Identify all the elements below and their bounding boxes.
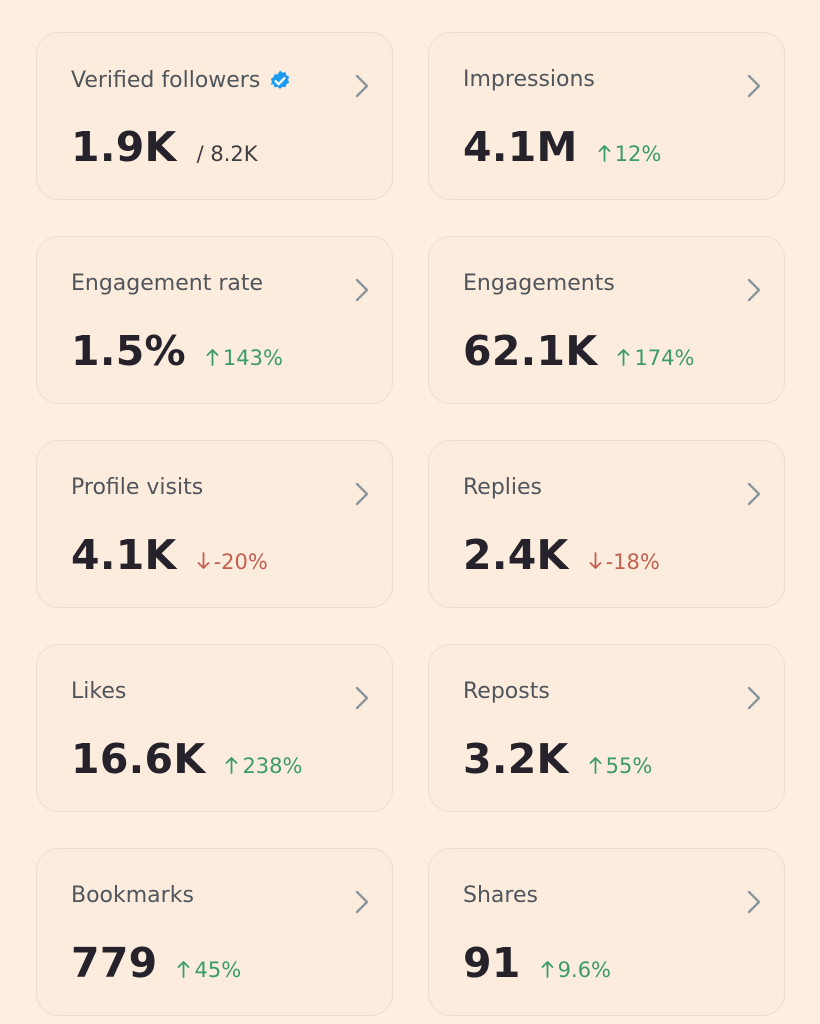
metric-change-value: -18% [605, 550, 660, 574]
metric-label: Replies [463, 475, 543, 500]
metric-total: / 8.2K [196, 142, 258, 166]
arrow-up-icon [226, 757, 238, 774]
metric-change-value: 9.6% [557, 958, 612, 982]
metric-change-value: 238% [242, 754, 303, 778]
chevron-right-icon[interactable] [354, 277, 370, 303]
metric-label: Reposts [463, 679, 550, 704]
metric-change: 9.6% [541, 959, 611, 981]
arrow-up-icon [178, 961, 190, 978]
metric-card-replies[interactable]: Replies 2.4K -18% [428, 440, 785, 608]
arrow-up-icon [541, 961, 554, 978]
metric-change: 45% [177, 959, 241, 981]
metric-label: Engagements [463, 271, 615, 296]
chevron-right-icon[interactable] [354, 685, 370, 711]
metric-value: 3.2K [463, 735, 569, 783]
metric-value-row: 4.1K -20% [71, 535, 268, 576]
metric-value-row: 4.1M 12% [463, 127, 661, 168]
metric-card-bookmarks[interactable]: Bookmarks 779 45% [36, 848, 393, 1016]
metric-card-engagement-rate[interactable]: Engagement rate 1.5% 143% [36, 236, 393, 404]
metric-label: Bookmarks [71, 883, 194, 908]
metric-change: 238% [225, 755, 302, 777]
metric-value-row: 91 9.6% [463, 943, 611, 984]
arrow-up-icon [206, 349, 219, 366]
metric-value: 4.1K [71, 531, 177, 579]
chevron-right-icon[interactable] [354, 481, 370, 507]
metric-value: 779 [71, 939, 158, 987]
chevron-right-icon[interactable] [354, 73, 370, 99]
metric-value: 4.1M [463, 123, 578, 171]
metric-change-value: -20% [213, 550, 268, 574]
chevron-right-icon[interactable] [746, 685, 762, 711]
metric-value: 2.4K [463, 531, 569, 579]
metric-value: 62.1K [463, 327, 598, 375]
metric-card-engagements[interactable]: Engagements 62.1K 174% [428, 236, 785, 404]
metric-label-row: Verified followers [71, 69, 292, 93]
metric-value: 16.6K [71, 735, 206, 783]
chevron-right-icon[interactable] [354, 889, 370, 915]
metric-label: Likes [71, 679, 127, 704]
chevron-right-icon[interactable] [746, 277, 762, 303]
arrow-up-icon [589, 757, 602, 774]
chevron-right-icon[interactable] [746, 481, 762, 507]
metric-change: 174% [617, 347, 694, 369]
arrow-up-icon [598, 145, 611, 162]
metric-value: 1.5% [71, 327, 186, 375]
metric-change: -18% [589, 551, 660, 573]
metric-value: 1.9K [71, 123, 177, 171]
arrow-down-icon [589, 552, 602, 569]
metric-value-row: 2.4K -18% [463, 535, 660, 576]
metric-change-value: 12% [614, 142, 662, 166]
metric-value-row: 3.2K 55% [463, 739, 652, 780]
metric-value-row: 16.6K 238% [71, 739, 302, 780]
metric-label: Impressions [463, 67, 595, 92]
metric-card-verified-followers[interactable]: Verified followers 1.9K / 8.2K [36, 32, 393, 200]
metric-card-reposts[interactable]: Reposts 3.2K 55% [428, 644, 785, 812]
metric-card-likes[interactable]: Likes 16.6K 238% [36, 644, 393, 812]
arrow-down-icon [197, 552, 210, 569]
metric-change: 143% [206, 347, 283, 369]
metric-label: Shares [463, 883, 538, 908]
metric-value-row: 62.1K 174% [463, 331, 694, 372]
verified-badge-icon [271, 70, 290, 89]
metric-card-profile-visits[interactable]: Profile visits 4.1K -20% [36, 440, 393, 608]
metric-change-value: 45% [194, 958, 242, 982]
metric-value-row: 1.9K / 8.2K [71, 127, 258, 168]
metric-change-value: 143% [222, 346, 283, 370]
metric-change: -20% [197, 551, 268, 573]
metric-card-shares[interactable]: Shares 91 9.6% [428, 848, 785, 1016]
metric-value-row: 1.5% 143% [71, 331, 283, 372]
chevron-right-icon[interactable] [746, 73, 762, 99]
metric-card-impressions[interactable]: Impressions 4.1M 12% [428, 32, 785, 200]
metric-value-row: 779 45% [71, 943, 241, 984]
chevron-right-icon[interactable] [746, 889, 762, 915]
metric-label: Profile visits [71, 475, 204, 500]
metric-change-value: 55% [605, 754, 653, 778]
metric-value: 91 [463, 939, 521, 987]
metric-label: Engagement rate [71, 271, 264, 296]
metric-change: 55% [589, 754, 653, 778]
metric-change-value: 174% [634, 346, 695, 370]
metric-label: Verified followers [71, 68, 261, 93]
metric-change: 12% [598, 142, 662, 166]
arrow-up-icon [618, 349, 630, 366]
